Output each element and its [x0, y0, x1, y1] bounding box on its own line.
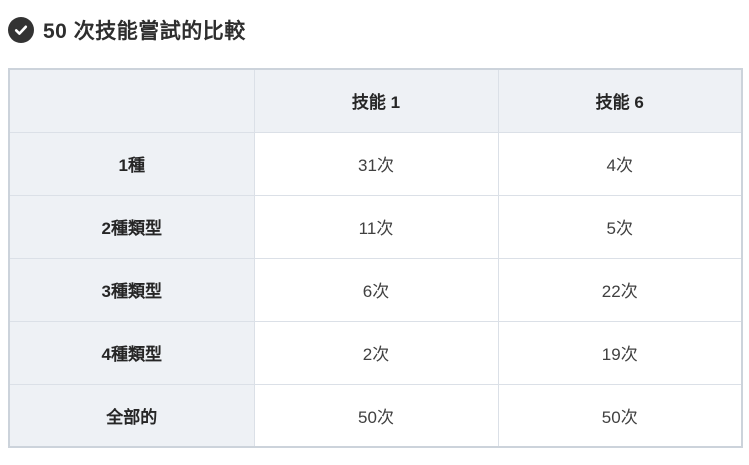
comparison-table: 技能 1 技能 6 1種 31次 4次 2種類型 11次 5次 3種類型 6次 …: [8, 68, 743, 448]
table-header-row: 技能 1 技能 6: [8, 68, 743, 133]
value-cell-skill-1: 11次: [253, 194, 499, 259]
value-cell-skill-6: 22次: [497, 257, 743, 322]
value-cell-skill-1: 6次: [253, 257, 499, 322]
section-header: 50 次技能嘗試的比較: [8, 15, 246, 45]
table-row: 4種類型 2次 19次: [8, 320, 743, 385]
table-head: 技能 1 技能 6: [8, 68, 743, 133]
value-cell-skill-1: 31次: [253, 131, 499, 196]
value-cell-skill-6: 19次: [497, 320, 743, 385]
table-row: 3種類型 6次 22次: [8, 257, 743, 322]
value-cell-skill-1: 2次: [253, 320, 499, 385]
table-row: 全部的 50次 50次: [8, 383, 743, 448]
table-row: 1種 31次 4次: [8, 131, 743, 196]
table-body: 1種 31次 4次 2種類型 11次 5次 3種類型 6次 22次 4種類型 2…: [8, 131, 743, 448]
column-header-skill-6: 技能 6: [497, 68, 743, 133]
row-label-cell: 2種類型: [8, 194, 255, 259]
value-cell-skill-6: 5次: [497, 194, 743, 259]
section-title: 50 次技能嘗試的比較: [43, 20, 246, 43]
column-header-skill-1: 技能 1: [253, 68, 499, 133]
row-label-cell: 3種類型: [8, 257, 255, 322]
check-circle-icon: [8, 17, 34, 43]
table-row: 2種類型 11次 5次: [8, 194, 743, 259]
row-label-cell: 1種: [8, 131, 255, 196]
row-label-cell: 全部的: [8, 383, 255, 448]
table-corner-cell: [8, 68, 255, 133]
value-cell-skill-1: 50次: [253, 383, 499, 448]
value-cell-skill-6: 50次: [497, 383, 743, 448]
value-cell-skill-6: 4次: [497, 131, 743, 196]
row-label-cell: 4種類型: [8, 320, 255, 385]
